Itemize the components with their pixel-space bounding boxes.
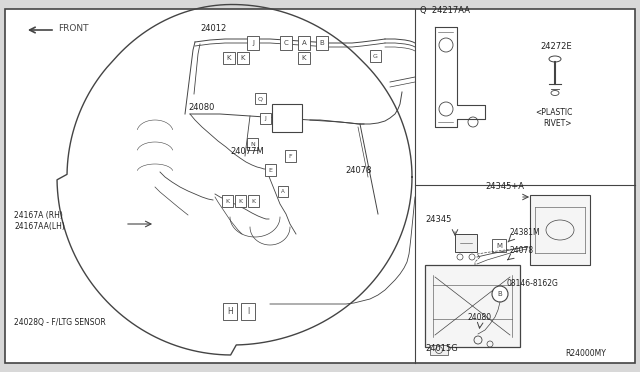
Text: K: K xyxy=(241,55,245,61)
Text: 24381M: 24381M xyxy=(510,228,541,237)
Text: E: E xyxy=(269,167,273,173)
Bar xyxy=(237,52,249,64)
Bar xyxy=(247,138,258,150)
Circle shape xyxy=(492,286,508,302)
Text: K: K xyxy=(301,55,307,61)
Text: Q  24217AA: Q 24217AA xyxy=(420,6,470,15)
Text: J: J xyxy=(252,40,254,46)
Bar xyxy=(247,36,259,50)
Bar xyxy=(248,195,259,207)
Bar xyxy=(530,195,590,265)
Text: J: J xyxy=(264,116,266,121)
Bar xyxy=(298,52,310,64)
Bar xyxy=(235,195,246,207)
Text: A: A xyxy=(281,189,285,194)
Text: 24078: 24078 xyxy=(510,246,534,255)
Text: 24167A (RH): 24167A (RH) xyxy=(14,211,63,220)
Bar xyxy=(265,164,276,176)
Bar xyxy=(285,150,296,162)
Bar xyxy=(298,36,310,50)
Text: 24077M: 24077M xyxy=(230,147,264,156)
Bar xyxy=(280,36,292,50)
Text: M: M xyxy=(496,243,502,248)
Bar xyxy=(316,36,328,50)
Text: 24078: 24078 xyxy=(345,166,371,175)
Bar xyxy=(425,265,520,347)
Text: K: K xyxy=(239,199,243,203)
Bar xyxy=(278,186,288,197)
Text: K: K xyxy=(225,199,230,203)
Bar xyxy=(260,113,271,124)
Text: G: G xyxy=(373,54,378,58)
Text: 24028Q - F/LTG SENSOR: 24028Q - F/LTG SENSOR xyxy=(14,318,106,327)
Bar xyxy=(492,239,506,252)
Bar xyxy=(241,303,255,320)
Bar xyxy=(223,52,235,64)
Text: 24012: 24012 xyxy=(200,24,227,33)
Text: K: K xyxy=(252,199,255,203)
Text: RIVET>: RIVET> xyxy=(543,119,572,128)
Text: N: N xyxy=(250,141,255,147)
Bar xyxy=(370,50,381,62)
Text: 08146-8162G: 08146-8162G xyxy=(507,279,559,288)
Text: FRONT: FRONT xyxy=(58,24,88,33)
Bar xyxy=(255,93,266,104)
Text: H: H xyxy=(227,307,233,316)
Text: F: F xyxy=(289,154,292,158)
Bar xyxy=(272,104,302,132)
Text: I: I xyxy=(247,307,249,316)
Text: <PLASTIC: <PLASTIC xyxy=(535,108,572,117)
Text: 24080: 24080 xyxy=(188,103,214,112)
Bar xyxy=(222,195,233,207)
Text: 24015G: 24015G xyxy=(425,344,458,353)
Text: A: A xyxy=(301,40,307,46)
Bar xyxy=(223,303,237,320)
Text: 24272E: 24272E xyxy=(540,42,572,51)
Text: K: K xyxy=(227,55,231,61)
Text: R24000MY: R24000MY xyxy=(565,349,606,358)
Bar xyxy=(455,234,477,252)
Text: Q: Q xyxy=(258,96,263,101)
Text: 24167AA(LH): 24167AA(LH) xyxy=(14,222,65,231)
Text: B: B xyxy=(498,291,502,297)
Text: 24345+A: 24345+A xyxy=(485,182,524,191)
Text: B: B xyxy=(319,40,324,46)
Bar xyxy=(430,345,448,355)
Text: C: C xyxy=(284,40,289,46)
Text: 24080: 24080 xyxy=(468,313,492,322)
Text: 24345: 24345 xyxy=(425,215,451,224)
